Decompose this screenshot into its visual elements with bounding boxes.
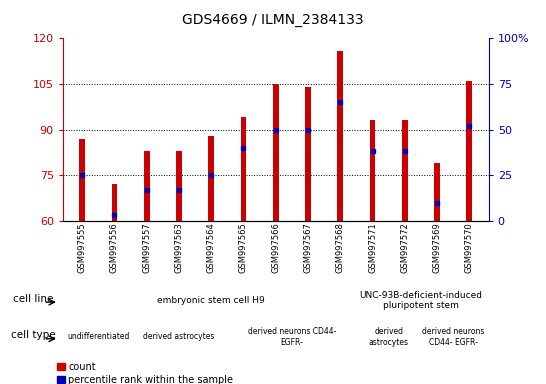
Text: embryonic stem cell H9: embryonic stem cell H9	[157, 296, 265, 305]
Bar	[402, 121, 408, 221]
Text: undifferentiated: undifferentiated	[67, 333, 129, 341]
Text: derived neurons
CD44- EGFR-: derived neurons CD44- EGFR-	[422, 327, 484, 347]
Bar	[111, 184, 117, 221]
Text: derived astrocytes: derived astrocytes	[143, 333, 215, 341]
Bar	[209, 136, 214, 221]
Text: GDS4669 / ILMN_2384133: GDS4669 / ILMN_2384133	[182, 13, 364, 27]
Legend: count, percentile rank within the sample: count, percentile rank within the sample	[57, 362, 233, 384]
Bar	[305, 87, 311, 221]
Bar	[434, 163, 440, 221]
Text: derived
astrocytes: derived astrocytes	[369, 327, 408, 347]
Text: cell type: cell type	[11, 330, 55, 340]
Text: cell line: cell line	[13, 294, 53, 304]
Text: derived neurons CD44-
EGFR-: derived neurons CD44- EGFR-	[248, 327, 336, 347]
Bar	[273, 84, 278, 221]
Bar	[370, 121, 376, 221]
Bar	[337, 51, 343, 221]
Bar	[241, 118, 246, 221]
Bar	[79, 139, 85, 221]
Bar	[176, 151, 182, 221]
Text: UNC-93B-deficient-induced
pluripotent stem: UNC-93B-deficient-induced pluripotent st…	[359, 291, 483, 310]
Bar	[466, 81, 472, 221]
Bar	[144, 151, 150, 221]
